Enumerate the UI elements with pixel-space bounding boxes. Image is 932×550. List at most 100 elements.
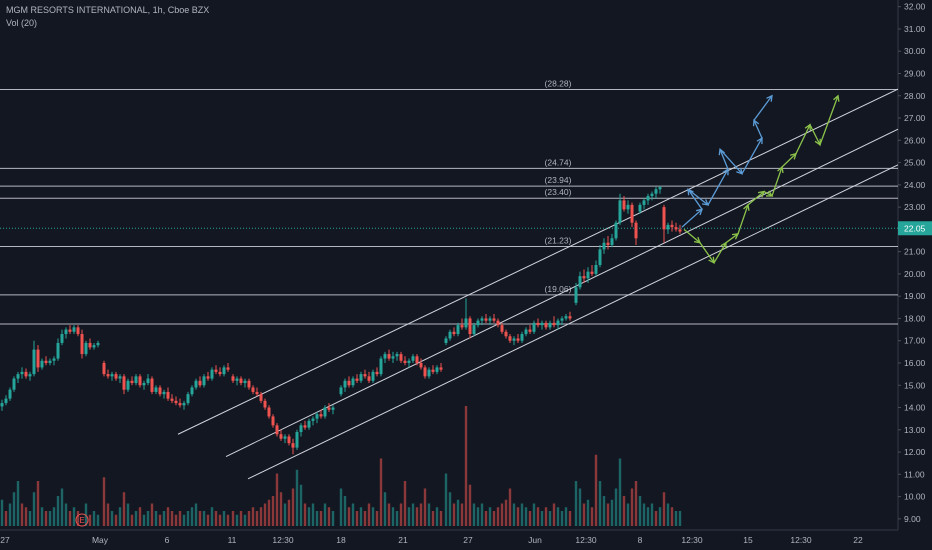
horizontal-level-label: (19.06): [545, 284, 572, 294]
candle-body: [528, 329, 532, 332]
candle-body: [516, 338, 520, 341]
price-tick-label: 16.00: [904, 358, 926, 368]
candle-body: [311, 418, 315, 421]
candle-body: [239, 378, 243, 384]
candle-body: [578, 276, 582, 288]
candle-body: [556, 320, 560, 326]
volume-bar: [630, 488, 634, 526]
candle-body: [662, 207, 666, 230]
volume-bar: [32, 492, 36, 526]
volume-bar: [48, 511, 52, 526]
volume-bar: [504, 499, 508, 526]
channel-line: [225, 128, 899, 457]
candle-body: [379, 358, 383, 375]
volume-bar: [295, 469, 299, 526]
volume-bar: [586, 499, 590, 526]
candle-body: [492, 318, 496, 321]
earnings-marker-label: E: [79, 516, 84, 525]
price-tick-label: 24.00: [904, 180, 926, 190]
volume-bar: [456, 499, 460, 526]
volume-bar: [12, 492, 16, 526]
candle-body: [638, 204, 642, 212]
volume-bar: [287, 499, 291, 526]
candle-body: [16, 374, 20, 379]
price-tick-label: 17.00: [904, 336, 926, 346]
volume-bar: [564, 507, 568, 526]
volume-bar: [0, 499, 4, 526]
volume-bar: [472, 503, 476, 526]
volume-bar: [235, 514, 239, 526]
volume-bar: [448, 492, 452, 526]
volume-bar: [407, 507, 411, 526]
volume-bar: [423, 488, 427, 526]
volume-bar: [508, 488, 512, 526]
candle-body: [391, 356, 395, 359]
volume-bar: [548, 511, 552, 526]
candle-body: [84, 342, 88, 355]
time-tick-label: 12:30: [681, 535, 703, 545]
candle-body: [427, 369, 431, 377]
volume-bar: [460, 503, 464, 526]
price-tick-label: 14.00: [904, 403, 926, 413]
candle-body: [626, 204, 630, 210]
price-tick-label: 12.00: [904, 447, 926, 457]
candle-body: [568, 316, 572, 319]
horizontal-level-label: (28.28): [545, 79, 572, 89]
candle-body: [387, 354, 391, 359]
volume-bar: [419, 503, 423, 526]
current-price-label: 22.05: [904, 223, 926, 233]
projection-path-blue: [681, 95, 773, 228]
candle-body: [263, 400, 267, 408]
price-tick-label: 23.00: [904, 202, 926, 212]
volume-bar: [540, 511, 544, 526]
volume-bar: [674, 511, 678, 526]
candle-body: [130, 380, 134, 384]
price-tick-label: 26.00: [904, 135, 926, 145]
candle-body: [602, 242, 606, 250]
volume-bar: [154, 511, 158, 526]
candle-body: [299, 425, 303, 433]
candle-body: [614, 222, 618, 239]
candle-body: [618, 200, 622, 223]
candle-body: [371, 371, 375, 381]
candle-body: [634, 222, 638, 239]
time-tick-label: 6: [165, 535, 170, 545]
candle-body: [395, 354, 399, 357]
candle-body: [327, 407, 331, 410]
volume-indicator-label[interactable]: Vol (20): [6, 18, 38, 28]
candle-body: [456, 325, 460, 335]
volume-bar: [142, 514, 146, 526]
candle-body: [72, 327, 76, 332]
price-tick-label: 21.00: [904, 247, 926, 257]
volume-bar: [642, 503, 646, 526]
candle-body: [594, 265, 598, 274]
candle-body: [480, 318, 484, 321]
volume-bar: [347, 507, 351, 526]
candle-body: [68, 329, 72, 332]
projection-arrowhead: [756, 136, 763, 145]
candle-body: [375, 371, 379, 375]
volume-bar: [367, 503, 371, 526]
volume-bar: [106, 503, 110, 526]
volume-bar: [444, 473, 448, 526]
candle-body: [323, 407, 327, 417]
volume-bar: [662, 492, 666, 526]
candle-body: [194, 380, 198, 388]
volume-bar: [96, 514, 100, 526]
candle-body: [150, 378, 154, 392]
candle-body: [295, 432, 299, 448]
volume-bar: [622, 496, 626, 526]
volume-bar: [263, 503, 267, 526]
candle-body: [146, 378, 150, 384]
volume-bar: [174, 514, 178, 526]
candle-body: [343, 380, 347, 388]
volume-bar: [516, 507, 520, 526]
candle-body: [231, 376, 235, 381]
volume-bar: [138, 507, 142, 526]
projection-arrowhead: [736, 167, 743, 175]
candle-body: [210, 369, 214, 379]
projection-arrowhead: [814, 138, 821, 146]
candle-body: [347, 380, 351, 386]
volume-bar: [395, 511, 399, 526]
